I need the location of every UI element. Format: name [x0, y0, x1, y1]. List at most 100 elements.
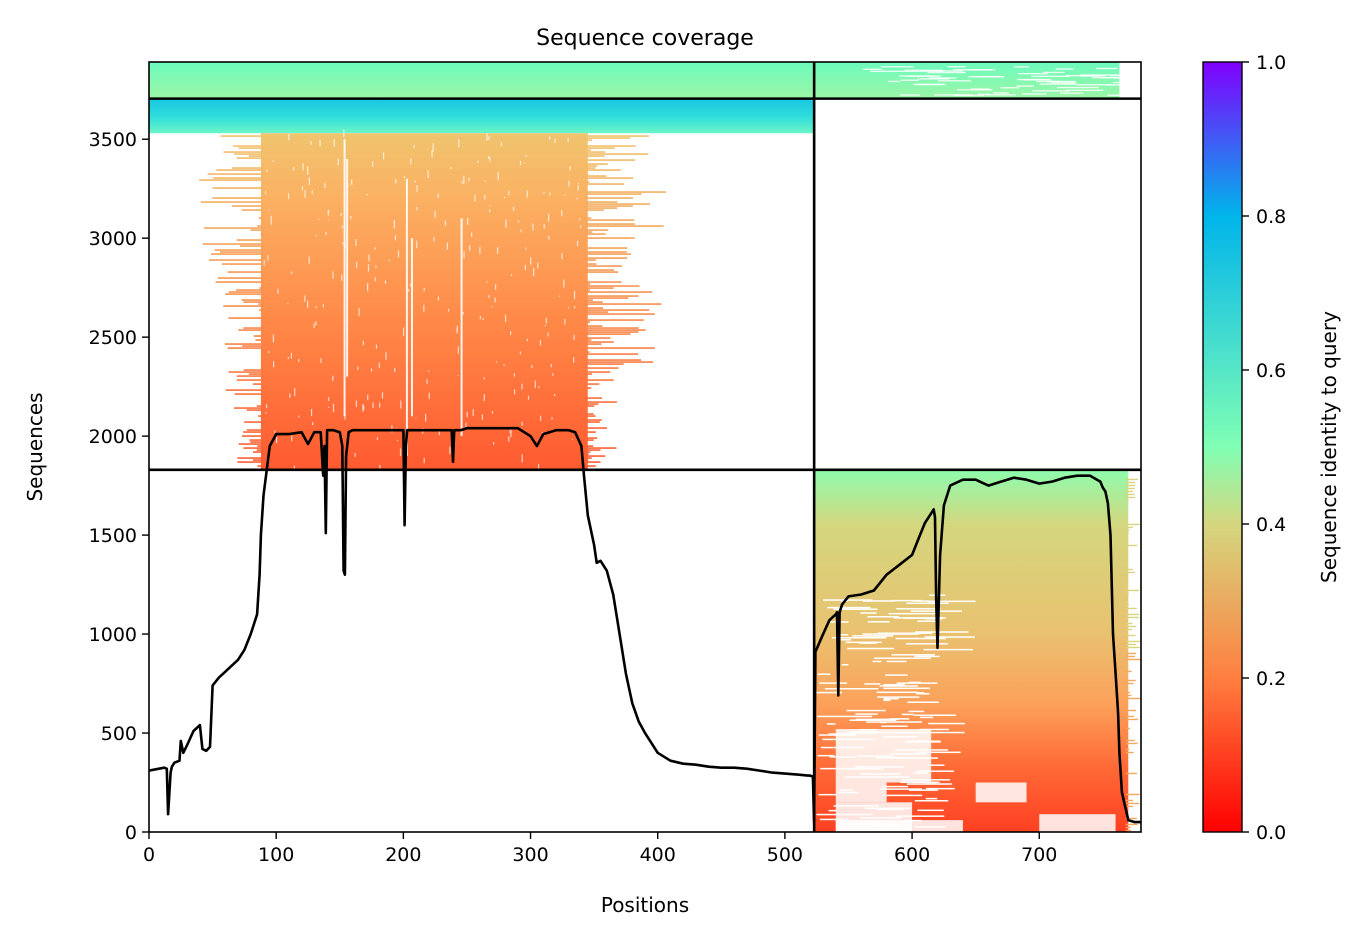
msa-row-edge [225, 389, 264, 391]
msa-gap [887, 80, 901, 83]
msa-gap [372, 402, 374, 408]
msa-gap [277, 288, 279, 294]
msa-gap [865, 807, 911, 810]
msa-gap [1065, 89, 1104, 92]
msa-row-edge [585, 295, 639, 297]
msa-gap [489, 205, 491, 207]
msa-row-edge [585, 309, 650, 311]
msa-row-edge [225, 293, 264, 295]
msa-gap [914, 655, 940, 658]
msa-row-edge [1125, 532, 1129, 535]
msa-row-edge [585, 225, 664, 227]
msa-gap [375, 265, 377, 268]
msa-row-edge [1125, 715, 1135, 718]
msa-gap [376, 437, 378, 440]
msa-gap [504, 314, 507, 322]
msa-gap [906, 783, 953, 785]
msa-gap [437, 193, 439, 198]
msa-row-edge [585, 327, 639, 329]
msa-gap [833, 608, 878, 611]
msa-gap [523, 162, 525, 164]
msa-row-edge [585, 459, 589, 461]
msa-row-edge [585, 281, 622, 283]
msa-row-edge [585, 147, 615, 149]
msa-row-edge [1125, 817, 1137, 820]
msa-gap [320, 358, 322, 363]
block-dividers [149, 62, 1141, 832]
msa-gap [340, 212, 342, 216]
msa-gap [328, 397, 330, 401]
x-axis: 0 100 200 300 400 500 600 700 [143, 832, 1057, 866]
msa-gap [876, 808, 904, 811]
msa-row-edge [585, 149, 591, 151]
msa-gap [554, 393, 556, 397]
msa-gap-column [346, 158, 349, 377]
msa-row-edge [585, 461, 601, 463]
msa-gap [342, 242, 344, 245]
msa-gaps [263, 66, 1141, 470]
msa-row-edge [214, 249, 264, 251]
msa-row-edge [1125, 529, 1130, 532]
msa-gap [573, 334, 575, 340]
msa-row-edge [243, 431, 264, 433]
msa-gap [564, 318, 566, 325]
msa-row-edge [585, 231, 593, 233]
msa-gap [343, 129, 345, 138]
msa-row-edge [1125, 682, 1134, 685]
msa-gap [895, 637, 946, 640]
msa-block-paired [149, 62, 1120, 99]
msa-row-edge [1125, 487, 1135, 490]
msa-row-edge [1125, 679, 1136, 682]
msa-gap [953, 69, 993, 71]
msa-gap [513, 389, 516, 395]
msa-row-edge [228, 291, 264, 293]
msa-gap [833, 805, 879, 807]
msa-gap [433, 237, 435, 242]
msa-gap [576, 197, 578, 200]
msa-gap [495, 284, 497, 290]
msa-gap [367, 264, 370, 272]
msa-gap [510, 331, 512, 336]
msa-gap [526, 338, 528, 342]
msa-gap [547, 332, 549, 337]
msa-gap [928, 722, 965, 725]
msa-gap [829, 756, 857, 758]
msa-row-edge [246, 409, 264, 411]
msa-row-edge [585, 453, 589, 455]
msa-gap [483, 394, 485, 402]
msa-gap [872, 824, 897, 827]
msa-gap [488, 136, 490, 141]
msa-gap [883, 697, 899, 700]
msa-row-edge [585, 447, 617, 449]
msa-gap [427, 370, 430, 372]
msa-gap [307, 166, 309, 175]
msa-row-edge [585, 197, 633, 199]
msa-row-edge [238, 329, 264, 331]
msa-gap [1080, 74, 1118, 76]
msa-row-edge [1125, 484, 1136, 487]
msa-row-edge [585, 237, 635, 239]
msa-gap [512, 206, 515, 211]
msa-row-edge [585, 137, 631, 139]
msa-gap [934, 94, 973, 96]
msa-gap [828, 809, 837, 812]
msa-gap [308, 177, 310, 186]
msa-gap [1017, 72, 1049, 75]
msa-row-edge [257, 445, 264, 447]
y-tick-label: 500 [101, 723, 137, 745]
msa-gap [846, 709, 886, 712]
msa-row-edge [212, 187, 264, 189]
msa-gap [977, 93, 991, 96]
msa-gap [268, 209, 270, 211]
msa-gap [291, 435, 293, 442]
msa-row-edge [1125, 670, 1132, 673]
msa-gap [427, 170, 429, 179]
msa-row-edge [231, 205, 264, 207]
msa-gap [481, 414, 484, 421]
msa-gap [817, 715, 873, 718]
msa-gap [344, 413, 346, 420]
msa-gap [414, 180, 416, 183]
msa-row-edge [585, 153, 649, 155]
msa-gap [886, 660, 907, 663]
msa-gap [1021, 93, 1047, 95]
